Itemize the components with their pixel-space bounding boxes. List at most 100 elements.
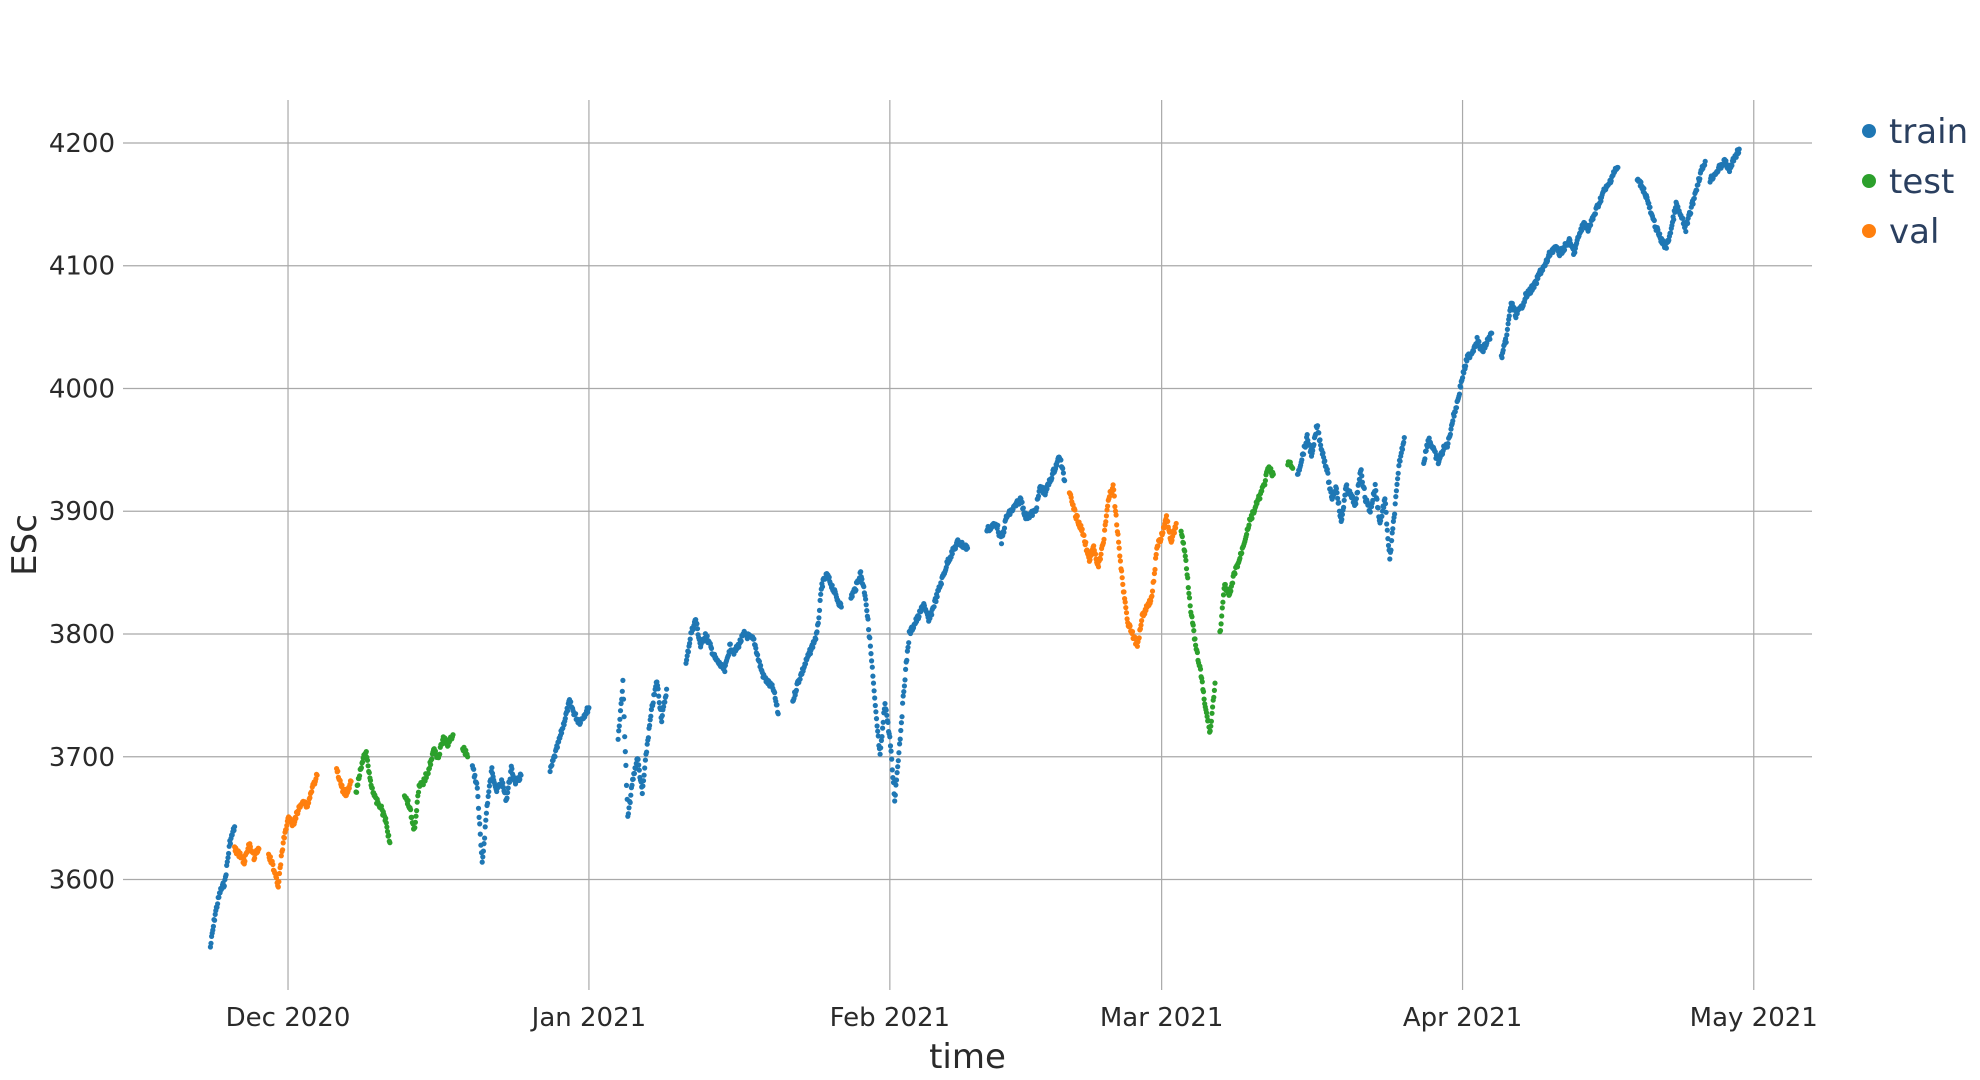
point-train (888, 748, 894, 754)
point-val (252, 855, 258, 861)
point-train (879, 734, 885, 740)
point-train (858, 569, 864, 575)
point-train (694, 621, 700, 627)
point-test (1212, 680, 1218, 686)
point-train (1646, 200, 1652, 206)
point-train (221, 883, 227, 889)
point-train (1322, 458, 1328, 464)
point-train (1608, 178, 1614, 184)
point-train (687, 636, 693, 642)
y-tick-label: 4000 (49, 374, 115, 404)
point-train (1572, 249, 1578, 256)
legend-item-val[interactable]: val (1862, 212, 1939, 252)
point-train (505, 790, 511, 796)
point-train (895, 764, 901, 770)
point-train (621, 714, 627, 720)
point-train (1691, 195, 1697, 201)
point-train (802, 661, 809, 667)
point-val (1151, 578, 1157, 584)
point-test (383, 815, 389, 822)
point-train (1655, 227, 1661, 233)
point-val (1138, 622, 1144, 628)
point-val (306, 800, 312, 806)
point-train (885, 719, 891, 726)
point-train (1353, 496, 1359, 502)
point-train (615, 736, 621, 742)
point-train (816, 615, 822, 621)
point-train (897, 741, 903, 747)
point-train (1379, 513, 1385, 519)
legend-item-test[interactable]: test (1862, 162, 1954, 202)
point-train (1401, 435, 1407, 441)
point-val (1129, 629, 1136, 635)
point-train (622, 749, 628, 755)
point-train (998, 541, 1005, 547)
point-train (1035, 493, 1042, 499)
point-val (1139, 618, 1145, 624)
point-train (1683, 228, 1689, 235)
point-train (849, 593, 855, 600)
x-tick-label: Feb 2021 (830, 1003, 950, 1033)
point-train (889, 756, 895, 762)
point-train (1729, 162, 1735, 169)
x-tick-label: Jan 2021 (530, 1003, 647, 1033)
point-train (1463, 363, 1469, 369)
point-val (1113, 512, 1119, 518)
point-train (1663, 245, 1669, 251)
point-test (367, 777, 374, 784)
legend-item-train[interactable]: train (1862, 112, 1968, 152)
point-train (1029, 512, 1035, 519)
point-train (1388, 547, 1394, 553)
point-train (880, 719, 886, 725)
y-tick-label: 3800 (49, 620, 115, 650)
point-train (642, 765, 648, 771)
point-train (1671, 217, 1677, 223)
point-train (1395, 470, 1401, 476)
point-train (753, 645, 759, 651)
point-train (628, 792, 634, 798)
point-val (1119, 568, 1125, 574)
point-train (1058, 457, 1064, 463)
point-train (215, 901, 221, 907)
point-train (1447, 431, 1453, 437)
point-train (1375, 505, 1381, 511)
point-train (931, 604, 937, 610)
point-test (1270, 471, 1276, 477)
point-train (1370, 497, 1376, 503)
point-train (1448, 426, 1454, 432)
legend[interactable]: train test val (1862, 112, 1968, 252)
point-val (1095, 564, 1102, 570)
point-train (224, 859, 230, 865)
point-train (1060, 470, 1066, 476)
point-val (1173, 525, 1179, 531)
point-test (1219, 613, 1225, 619)
point-test (1197, 666, 1204, 672)
point-train (751, 636, 757, 642)
point-train (899, 714, 905, 720)
point-train (949, 551, 955, 557)
point-train (896, 750, 902, 756)
point-train (664, 686, 670, 692)
point-train (694, 626, 701, 632)
point-train (1395, 476, 1401, 482)
point-test (1244, 531, 1250, 537)
point-train (1310, 447, 1316, 454)
point-test (1211, 687, 1217, 694)
point-val (1163, 513, 1170, 519)
point-train (1318, 442, 1324, 448)
point-train (900, 700, 906, 706)
point-val (1120, 581, 1126, 588)
point-train (479, 859, 485, 865)
y-tick-label: 3600 (49, 866, 115, 896)
series-train (207, 146, 1742, 950)
point-train (727, 641, 733, 647)
point-val (1083, 539, 1089, 545)
point-train (880, 725, 886, 731)
point-val (1114, 522, 1120, 528)
point-train (902, 677, 908, 683)
point-train (565, 708, 571, 714)
point-train (554, 744, 561, 751)
point-train (708, 645, 715, 652)
point-train (1385, 542, 1392, 549)
point-train (1615, 164, 1621, 171)
